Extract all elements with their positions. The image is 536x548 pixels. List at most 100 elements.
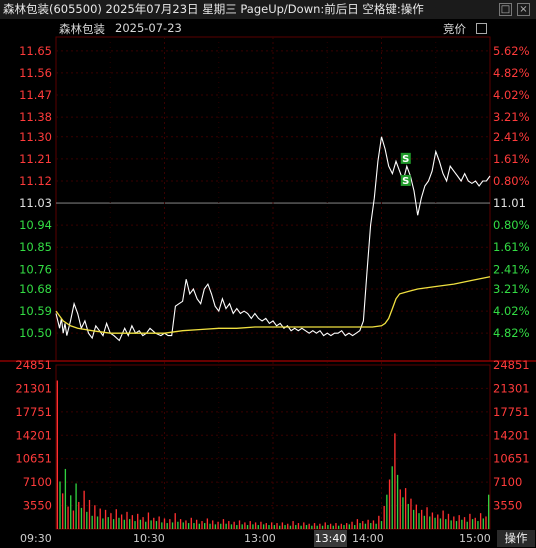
volume-bar — [217, 521, 219, 529]
volume-bar — [404, 488, 407, 529]
volume-bar — [78, 501, 80, 529]
window-title: 森林包装(605500) 2025年07月23日 星期三 PageUp/Down… — [3, 2, 424, 16]
volume-bar — [126, 511, 128, 529]
volume-bar — [249, 521, 251, 529]
volume-bar — [313, 523, 316, 529]
volume-bar — [254, 522, 257, 529]
volume-bar — [139, 519, 142, 529]
time-cursor-label: 13:40 — [314, 530, 347, 547]
operate-button[interactable]: 操作 — [497, 530, 535, 547]
volume-bar — [179, 519, 182, 529]
volume-bar — [209, 523, 211, 529]
pct-tick-label: 0.80% — [493, 174, 530, 188]
volume-bar — [297, 523, 300, 529]
volume-bar — [222, 519, 225, 529]
volume-bar — [445, 519, 447, 529]
time-label-1500: 15:00 — [459, 532, 491, 545]
volume-tick-label-right: 21301 — [493, 381, 530, 395]
volume-bar — [316, 525, 318, 529]
volume-bar — [110, 513, 112, 529]
volume-bar — [268, 525, 270, 529]
volume-bar — [337, 525, 340, 529]
volume-tick-label-right: 17751 — [493, 405, 530, 419]
volume-bar — [171, 522, 174, 529]
volume-bar — [380, 521, 383, 529]
volume-bar — [246, 525, 249, 529]
volume-bar — [198, 523, 200, 529]
pct-tick-label: 4.82% — [493, 66, 530, 80]
volume-bar — [386, 494, 388, 529]
volume-bar — [182, 522, 184, 529]
volume-bar — [201, 521, 203, 529]
volume-tick-label: 7100 — [23, 475, 52, 489]
volume-bar — [303, 522, 305, 529]
volume-bar — [370, 523, 372, 529]
volume-bar — [75, 483, 77, 529]
volume-bar — [292, 521, 294, 529]
price-tick-label: 10.68 — [19, 282, 52, 296]
volume-bar — [187, 523, 190, 529]
volume-bar — [177, 521, 179, 529]
pct-tick-label: 4.02% — [493, 304, 530, 318]
volume-bar — [193, 523, 195, 529]
volume-bar — [399, 489, 401, 529]
sell-marker-label: S — [402, 154, 409, 165]
volume-bar — [471, 519, 474, 529]
volume-tick-label: 24851 — [15, 358, 52, 372]
volume-bar — [56, 380, 59, 529]
volume-bar — [319, 523, 321, 529]
price-line — [55, 136, 491, 342]
maximize-icon[interactable]: □ — [499, 3, 512, 16]
sell-marker-box — [400, 152, 411, 164]
price-tick-label: 11.12 — [19, 174, 52, 188]
volume-bar — [391, 466, 393, 529]
volume-bar — [174, 513, 176, 529]
volume-bar — [104, 509, 107, 529]
volume-bar — [354, 525, 356, 529]
volume-bar — [276, 523, 278, 529]
auction-checkbox[interactable] — [476, 23, 487, 34]
time-label-1400: 14:00 — [352, 532, 384, 545]
sell-marker-label: S — [402, 176, 409, 187]
volume-tick-label-right: 3550 — [493, 499, 522, 513]
volume-bar — [367, 519, 369, 529]
volume-bar — [220, 523, 222, 529]
volume-bar — [340, 523, 342, 529]
volume-bar — [431, 512, 434, 529]
volume-bar — [311, 525, 313, 529]
volume-bar — [244, 522, 246, 529]
volume-bar — [80, 507, 83, 529]
volume-bar — [364, 523, 367, 529]
volume-bar — [112, 519, 115, 529]
chart-date: 2025-07-23 — [115, 21, 182, 35]
volume-bar — [273, 525, 276, 529]
volume-bar — [439, 518, 442, 529]
volume-bar — [163, 518, 166, 529]
volume-bar — [300, 525, 302, 529]
volume-bar — [485, 516, 487, 529]
volume-bar — [415, 504, 417, 529]
volume-bar — [356, 519, 359, 529]
sell-marker-box — [400, 174, 411, 186]
volume-bar — [107, 517, 109, 529]
volume-bar — [270, 522, 273, 529]
pct-tick-label: 1.61% — [493, 152, 530, 166]
volume-bar — [123, 519, 125, 529]
volume-bar — [72, 510, 75, 529]
volume-bar — [348, 524, 351, 529]
volume-tick-label-right: 14201 — [493, 428, 530, 442]
volume-bar — [378, 515, 380, 529]
volume-bar — [455, 521, 458, 529]
volume-bar — [375, 523, 377, 529]
volume-bar — [466, 521, 468, 529]
price-tick-label: 10.85 — [19, 240, 52, 254]
volume-tick-label-right: 7100 — [493, 475, 522, 489]
volume-bar — [195, 519, 198, 529]
close-icon[interactable]: × — [517, 3, 530, 16]
volume-bar — [169, 519, 171, 529]
volume-bar — [238, 520, 241, 529]
price-tick-label: 10.94 — [19, 218, 52, 232]
time-axis-bar — [0, 530, 536, 548]
